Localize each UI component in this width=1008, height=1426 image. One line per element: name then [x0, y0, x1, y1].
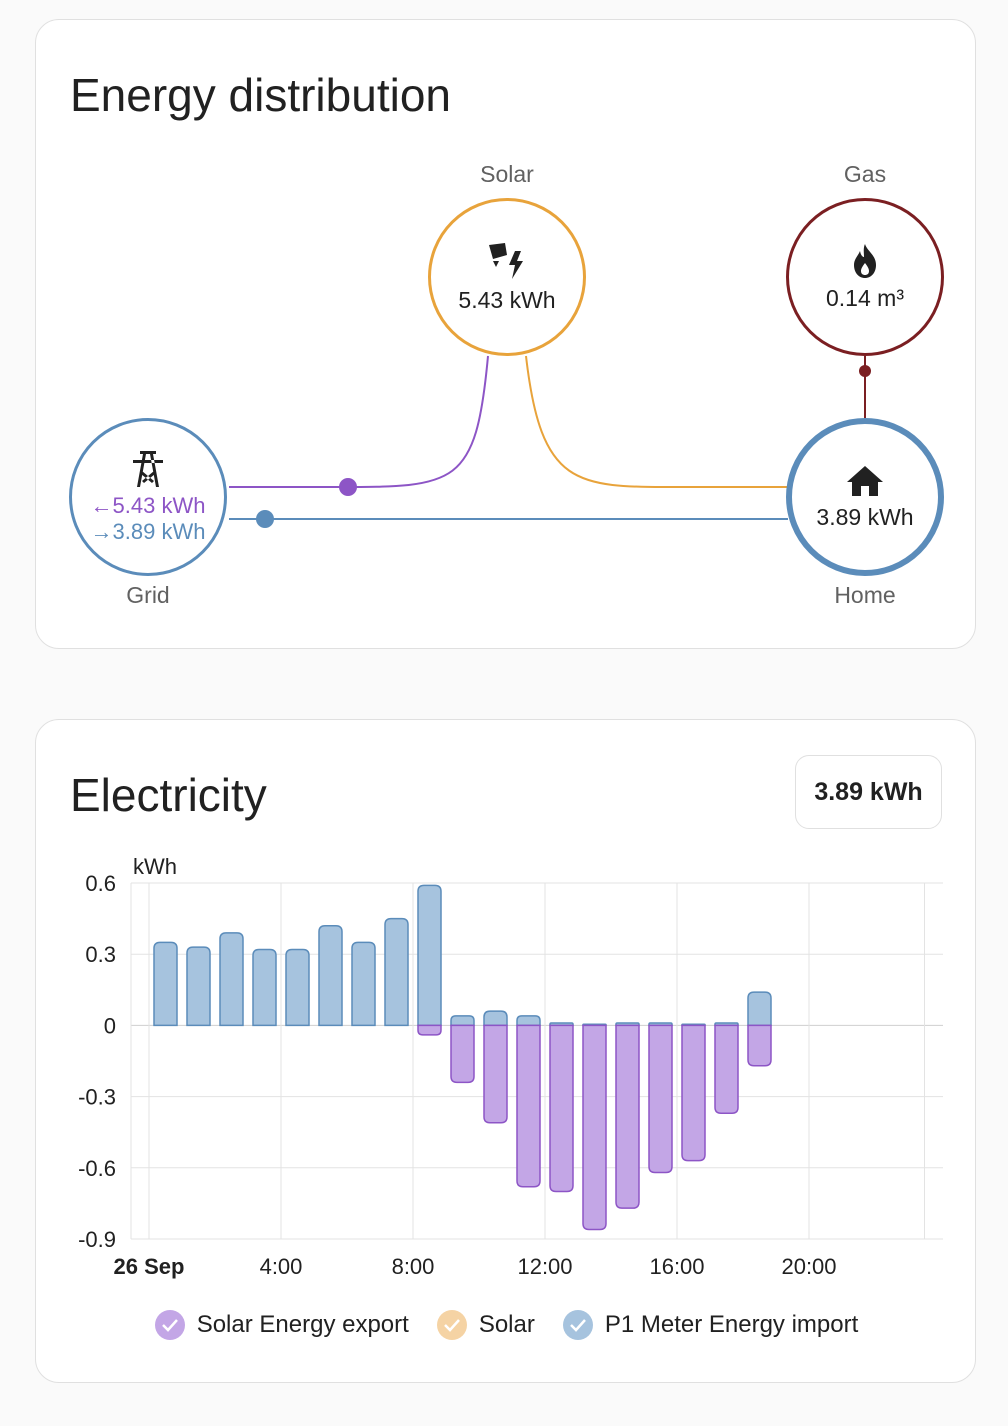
bar-solar-energy-export: [483, 1024, 508, 1124]
y-tick-label: 0.3: [85, 942, 116, 967]
grid-import-value: 5.43 kWh: [112, 493, 206, 518]
transmission-tower-icon: [133, 451, 163, 487]
arrow-left-icon: ←: [90, 493, 113, 518]
bar-solar-energy-export: [516, 1024, 541, 1188]
solar-power-icon: [489, 242, 523, 279]
home-node[interactable]: 3.89 kWh: [786, 418, 944, 576]
bar-solar-energy-export: [549, 1024, 574, 1193]
electricity-title: Electricity: [70, 769, 267, 821]
bar-p1-meter-energy-import: [384, 917, 409, 1027]
home-value: 3.89 kWh: [816, 503, 914, 530]
x-tick-label: 4:00: [260, 1254, 303, 1279]
bar-p1-meter-energy-import: [351, 941, 376, 1027]
bar-solar-energy-export: [714, 1024, 739, 1114]
bar-p1-meter-energy-import: [219, 932, 244, 1027]
bar-p1-meter-energy-import: [417, 884, 442, 1027]
legend-item[interactable]: P1 Meter Energy import: [562, 1310, 859, 1340]
solar-label: Solar: [480, 161, 534, 187]
bar-p1-meter-energy-import: [450, 1015, 475, 1027]
legend-label: Solar Energy export: [196, 1311, 409, 1338]
bar-p1-meter-energy-import: [153, 941, 178, 1027]
bar-p1-meter-energy-import: [252, 948, 277, 1027]
chart-legend: Solar Energy export Solar P1 Meter Energy …: [36, 1310, 977, 1340]
electricity-chart: 0.6 0.3 0 -0.3 -0.6 -0.926 Sep 4:00 8:00 12:00 16…: [78, 854, 943, 1279]
bar-p1-meter-energy-import: [186, 946, 211, 1027]
bar-p1-meter-energy-import: [483, 1010, 508, 1027]
x-tick-label: 8:00: [392, 1254, 435, 1279]
home-icon: [847, 465, 883, 496]
y-axis-unit-label: kWh: [133, 854, 177, 879]
legend-item[interactable]: Solar: [436, 1310, 535, 1340]
grid-export-value: 3.89 kWh: [112, 519, 206, 544]
bar-solar-energy-export: [747, 1024, 772, 1067]
y-tick-label: 0: [104, 1013, 116, 1038]
bar-p1-meter-energy-import: [318, 924, 343, 1027]
x-tick-label: 26 Sep: [114, 1254, 185, 1279]
y-tick-label: -0.6: [78, 1156, 116, 1181]
legend-label: P1 Meter Energy import: [604, 1311, 859, 1338]
legend-label: Solar: [478, 1311, 535, 1338]
legend-item[interactable]: Solar Energy export: [154, 1310, 409, 1340]
bar-solar-energy-export: [615, 1024, 640, 1209]
solar-to-grid-line: [229, 355, 489, 488]
solar-to-grid-dot: [339, 478, 357, 496]
arrow-right-icon: →: [90, 519, 113, 544]
y-tick-label: -0.9: [78, 1227, 116, 1252]
grid-node[interactable]: ←5.43 kWh →3.89 kWh: [69, 418, 227, 576]
bar-solar-energy-export: [450, 1024, 475, 1084]
gas-node[interactable]: 0.14 m³: [786, 198, 944, 356]
y-tick-label: -0.3: [78, 1085, 116, 1110]
check-icon: [562, 1310, 593, 1340]
distribution-title: Energy distribution: [70, 69, 451, 121]
gas-label: Gas: [843, 161, 887, 187]
home-label: Home: [834, 582, 896, 608]
solar-node[interactable]: 5.43 kWh: [428, 198, 586, 356]
bar-solar-energy-export: [417, 1024, 442, 1036]
solar-value: 5.43 kWh: [458, 286, 556, 313]
solar-to-home-line: [525, 355, 788, 488]
electricity-card: Electricity 3.89 kWh 0.6 0.3 0 -0.3 -0.6 -0.9…: [35, 719, 976, 1383]
bar-solar-energy-export: [681, 1024, 706, 1162]
flow-lines: [229, 355, 871, 528]
grid-to-home-dot: [256, 510, 274, 528]
gas-value: 0.14 m³: [826, 284, 904, 311]
grid-export-row: →3.89 kWh: [91, 519, 206, 545]
bar-solar-energy-export: [648, 1024, 673, 1174]
grid-label: Grid: [126, 582, 170, 608]
check-icon: [154, 1310, 185, 1340]
electricity-total-badge[interactable]: 3.89 kWh: [795, 755, 942, 829]
fire-icon: [854, 243, 876, 278]
grid-import-row: ←5.43 kWh: [91, 493, 206, 519]
y-tick-label: 0.6: [85, 871, 116, 896]
bar-p1-meter-energy-import: [516, 1015, 541, 1027]
gas-to-home-dot: [859, 365, 871, 377]
x-tick-label: 20:00: [781, 1254, 836, 1279]
energy-distribution-card: Energy distribution Solar 5.43 kWh Gas 0…: [35, 19, 976, 649]
check-icon: [436, 1310, 467, 1340]
bar-solar-energy-export: [582, 1024, 607, 1231]
x-tick-label: 12:00: [517, 1254, 572, 1279]
bar-p1-meter-energy-import: [285, 948, 310, 1027]
x-tick-label: 16:00: [649, 1254, 704, 1279]
bar-p1-meter-energy-import: [747, 991, 772, 1027]
